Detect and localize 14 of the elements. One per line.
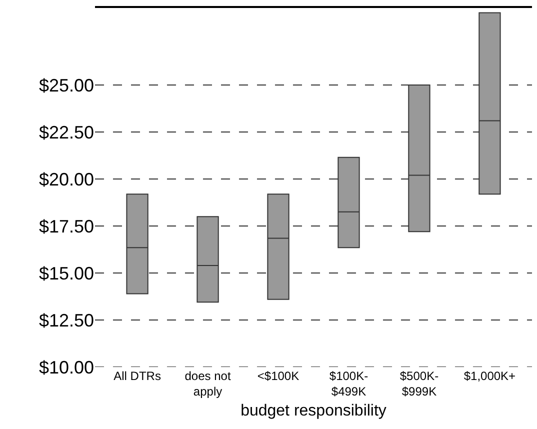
y-tick-label: $12.50 (38, 310, 94, 330)
x-tick-label: All DTRs (114, 369, 161, 383)
x-tick-label: $500K- $999K (400, 369, 439, 399)
x-tick-label: does not apply (184, 369, 232, 399)
x-tick-label: $1,000K+ (464, 369, 516, 383)
x-axis-title: budget responsibility (240, 402, 386, 420)
y-tick-label: $25.00 (38, 75, 94, 96)
y-tick-label: $22.50 (38, 122, 94, 142)
y-tick-label: $15.00 (38, 263, 94, 284)
y-tick-label: $17.50 (38, 216, 94, 236)
x-tick-label: $100K- $499K (329, 369, 368, 399)
y-tick-label: $10.00 (38, 357, 94, 378)
y-tick-label: $20.00 (38, 169, 94, 190)
x-tick-label: <$100K (257, 369, 300, 383)
